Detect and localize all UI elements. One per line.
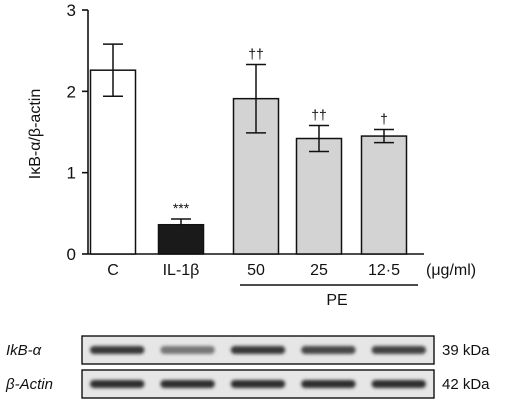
blot-band [230, 380, 286, 388]
bar [295, 137, 343, 255]
blot-band [160, 380, 215, 388]
y-tick-label: 1 [67, 164, 76, 183]
bar [157, 223, 205, 255]
y-ticks: 0 1 2 3 [67, 1, 88, 264]
blot-band [90, 346, 145, 354]
blot-band [90, 380, 145, 388]
category-label: C [107, 262, 119, 279]
bars: ***†††† † [89, 43, 408, 255]
category-label: 25 [310, 262, 328, 279]
blot-band [301, 380, 356, 388]
significance-label: *** [173, 200, 190, 216]
y-axis-label: IκB-α/β-actin [27, 89, 44, 179]
bar [360, 135, 408, 255]
y-tick-label: 3 [67, 1, 76, 20]
blot-band [371, 346, 426, 354]
category-label: 12·5 [368, 262, 400, 279]
blot-kda-label: 42 kDa [442, 376, 490, 393]
blot-kda-label: 39 kDa [442, 342, 490, 359]
blot-band [301, 346, 356, 354]
significance-label: †† [248, 45, 264, 61]
bar [89, 69, 137, 255]
blot-row-label: IkB-α [6, 342, 42, 359]
category-label: IL-1β [163, 262, 200, 279]
category-labels: C IL-1β 50 25 12·5 [107, 262, 400, 279]
significance-label: †† [311, 106, 327, 122]
blot-band [160, 346, 215, 354]
y-tick-label: 0 [67, 245, 76, 264]
blot-band [371, 380, 426, 388]
y-tick-label: 2 [67, 82, 76, 101]
western-blot: IkB-α 39 kDa β-Actin 42 kDa [5, 335, 490, 399]
blot-band [230, 346, 286, 354]
blot-row-label: β-Actin [5, 376, 53, 393]
category-label: 50 [247, 262, 265, 279]
unit-label: (μg/ml) [426, 262, 476, 279]
group-label: PE [326, 292, 347, 309]
significance-label: † [380, 111, 388, 127]
